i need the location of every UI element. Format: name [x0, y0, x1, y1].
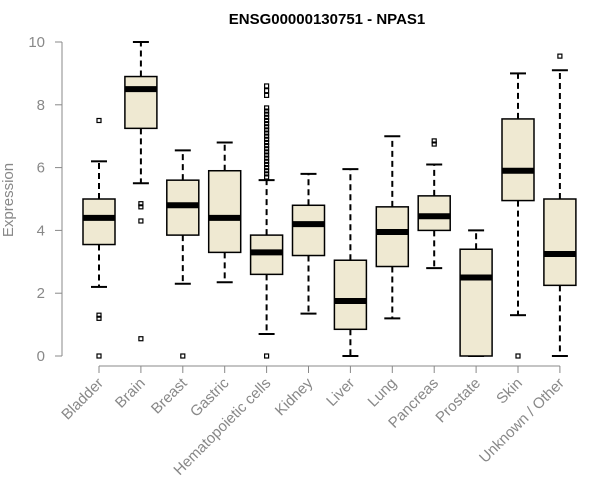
outlier-point: [96, 117, 102, 124]
outlier-point: [264, 127, 270, 133]
chart-title: ENSG00000130751 - NPAS1: [229, 11, 426, 28]
box-bladder: [82, 117, 116, 359]
outlier-point: [180, 353, 186, 359]
outlier-point: [264, 146, 270, 152]
outlier-point: [264, 152, 270, 158]
x-tick-label: Prostate: [432, 375, 484, 427]
outlier-point: [264, 83, 270, 89]
x-tick-label: Liver: [323, 375, 358, 410]
outlier-point: [264, 88, 270, 94]
outlier-point: [264, 117, 270, 124]
outlier-point: [138, 336, 144, 342]
outlier-point: [264, 108, 270, 114]
y-axis: 0 2 4 6 8 10: [28, 34, 63, 365]
x-tick-label: Bladder: [58, 375, 107, 424]
outlier-point: [264, 136, 270, 142]
outlier-point: [264, 165, 270, 171]
y-tick-label: 0: [37, 348, 45, 365]
box-liver: [333, 168, 368, 357]
outlier-point: [431, 138, 437, 144]
y-tick-label: 4: [37, 222, 45, 239]
x-tick-label: Kidney: [272, 374, 317, 419]
box-skin: [501, 72, 535, 359]
outlier-point: [264, 133, 270, 139]
outlier-point: [264, 139, 270, 146]
x-tick-label: Lung: [365, 375, 401, 411]
box-hematopoietic-cells: [249, 83, 284, 359]
outlier-point: [264, 143, 270, 149]
outlier-point: [264, 114, 270, 120]
outlier-point: [264, 174, 270, 180]
outlier-point: [264, 155, 270, 161]
iqr-box: [543, 198, 577, 287]
outlier-point: [138, 201, 144, 207]
outlier-point: [138, 218, 144, 224]
outlier-point: [138, 204, 144, 210]
y-tick-label: 2: [37, 285, 45, 302]
box-lung: [375, 135, 410, 320]
y-tick-label: 10: [28, 34, 45, 51]
outlier-point: [264, 353, 270, 359]
box-breast: [166, 149, 200, 359]
outlier-point: [264, 124, 270, 130]
boxes-group: [82, 41, 577, 359]
outlier-point: [96, 353, 102, 359]
iqr-box: [459, 248, 493, 357]
iqr-box: [82, 198, 116, 246]
iqr-box: [207, 169, 242, 254]
y-tick-label: 8: [37, 97, 45, 114]
box-kidney: [291, 172, 326, 315]
box-gastric: [207, 141, 242, 284]
box-brain: [124, 41, 158, 342]
x-tick-label: Skin: [493, 375, 526, 408]
outlier-point: [264, 171, 270, 177]
y-tick-label: 6: [37, 160, 45, 177]
outlier-point: [264, 158, 270, 164]
box-pancreas: [417, 138, 451, 270]
outlier-point: [264, 130, 270, 136]
box-unknown-other: [543, 53, 577, 357]
outlier-point: [431, 141, 437, 147]
iqr-box: [333, 259, 368, 331]
outlier-point: [264, 92, 270, 98]
x-tick-label: Brain: [112, 375, 149, 412]
outlier-point: [264, 161, 270, 168]
outlier-point: [557, 53, 563, 59]
iqr-box: [501, 118, 535, 202]
iqr-box: [417, 195, 451, 232]
outlier-point: [264, 121, 270, 127]
box-prostate: [459, 229, 493, 357]
outlier-point: [96, 315, 102, 321]
outlier-point: [264, 168, 270, 174]
outlier-point: [96, 312, 102, 318]
y-axis-label: Expression: [0, 163, 17, 237]
x-tick-label: Breast: [148, 374, 191, 417]
outlier-point: [264, 105, 270, 111]
outlier-point: [264, 111, 270, 117]
outlier-point: [264, 149, 270, 155]
outlier-point: [515, 353, 521, 359]
iqr-box: [375, 206, 410, 268]
iqr-box: [291, 204, 326, 257]
iqr-box: [124, 75, 158, 130]
